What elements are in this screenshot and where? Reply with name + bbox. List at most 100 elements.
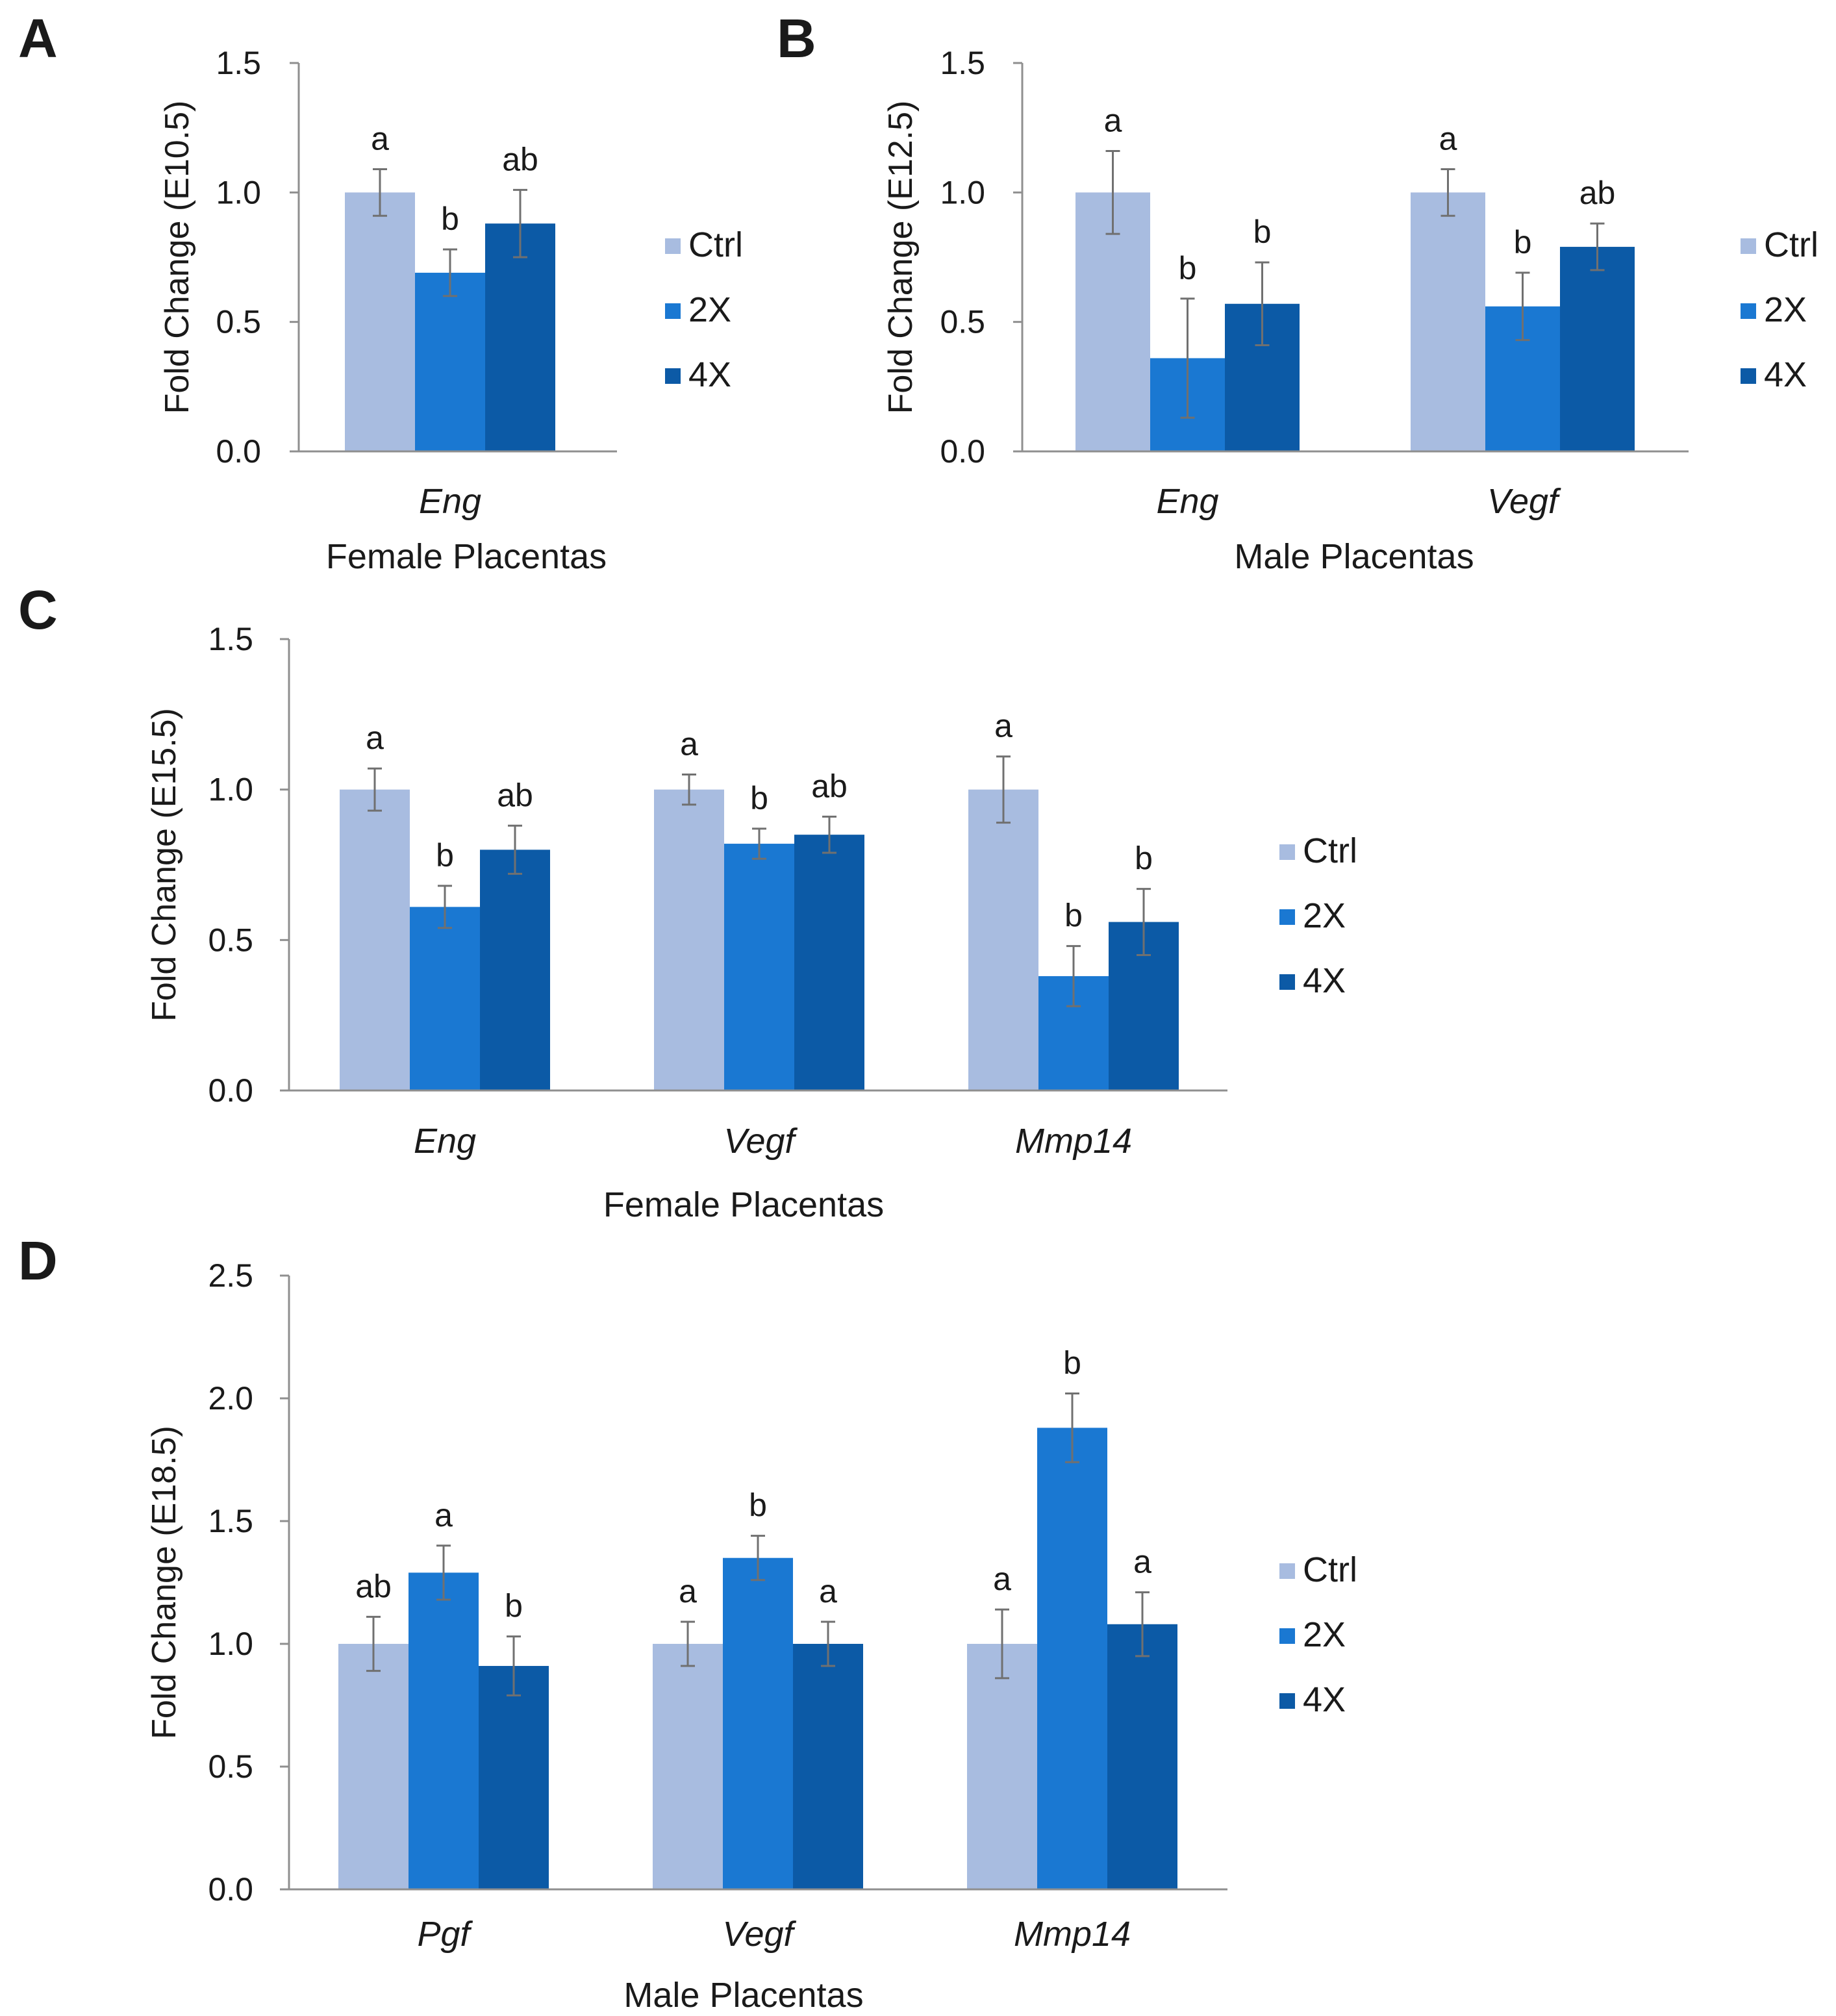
significance-label: a bbox=[994, 708, 1012, 744]
y-tick-label: 1.0 bbox=[208, 772, 253, 808]
legend-label: 4X bbox=[1764, 355, 1807, 394]
legend-swatch-2x bbox=[1279, 1628, 1295, 1644]
x-axis-title: Male Placentas bbox=[1234, 537, 1474, 576]
y-tick-label: 0.0 bbox=[208, 1072, 253, 1109]
significance-label: a bbox=[819, 1573, 837, 1609]
category-label: Mmp14 bbox=[1015, 1122, 1132, 1161]
significance-label: ab bbox=[811, 768, 848, 804]
category-label: Vegf bbox=[722, 1915, 796, 1954]
significance-label: a bbox=[1104, 103, 1122, 139]
legend-swatch-2x bbox=[1279, 909, 1295, 925]
legend-swatch-4x bbox=[1279, 974, 1295, 990]
category-label: Eng bbox=[1156, 482, 1218, 521]
significance-label: b bbox=[1514, 224, 1532, 260]
significance-label: a bbox=[366, 720, 384, 756]
legend-label: 4X bbox=[1303, 961, 1346, 1000]
significance-label: a bbox=[1133, 1544, 1151, 1580]
bar-ctrl bbox=[338, 1644, 409, 1889]
significance-label: b bbox=[505, 1588, 523, 1624]
legend-label: Ctrl bbox=[1303, 831, 1357, 870]
y-tick-label: 0.5 bbox=[208, 1748, 253, 1785]
bar-ctrl bbox=[653, 1644, 723, 1889]
bar-2x bbox=[1037, 1428, 1107, 1889]
panel-letter: A bbox=[18, 8, 58, 69]
legend-label: Ctrl bbox=[1764, 225, 1818, 264]
bar-ctrl bbox=[654, 789, 724, 1090]
significance-label: ab bbox=[497, 777, 533, 813]
legend-swatch-2x bbox=[1741, 303, 1756, 319]
legend-swatch-4x bbox=[1279, 1693, 1295, 1709]
x-axis-title: Male Placentas bbox=[623, 1976, 863, 2015]
y-axis-title: Fold Change (E18.5) bbox=[145, 1426, 183, 1739]
legend-swatch-4x bbox=[665, 368, 681, 384]
bar-ctrl bbox=[1075, 192, 1150, 451]
legend-swatch-4x bbox=[1741, 368, 1756, 384]
panel-letter: D bbox=[18, 1230, 58, 1291]
bar-ctrl bbox=[968, 789, 1038, 1090]
category-label: Mmp14 bbox=[1014, 1915, 1131, 1954]
significance-label: a bbox=[993, 1561, 1011, 1597]
legend-label: Ctrl bbox=[688, 225, 743, 264]
y-tick-label: 1.5 bbox=[208, 621, 253, 657]
y-tick-label: 0.0 bbox=[216, 433, 261, 470]
legend-swatch-ctrl bbox=[1279, 844, 1295, 860]
x-axis-title: Female Placentas bbox=[603, 1185, 884, 1224]
legend-label: 2X bbox=[1303, 1615, 1346, 1654]
bar-2x bbox=[415, 272, 485, 451]
legend-label: 2X bbox=[688, 290, 731, 329]
bar-4x bbox=[794, 835, 864, 1090]
y-tick-label: 1.5 bbox=[940, 45, 985, 81]
legend-label: 2X bbox=[1764, 290, 1807, 329]
significance-label: b bbox=[1063, 1344, 1081, 1381]
x-axis-title: Female Placentas bbox=[326, 537, 607, 576]
significance-label: a bbox=[434, 1497, 453, 1533]
category-label: Vegf bbox=[1487, 482, 1561, 521]
significance-label: b bbox=[1135, 840, 1153, 877]
significance-label: b bbox=[1064, 898, 1083, 934]
bar-2x bbox=[724, 844, 794, 1090]
bar-4x bbox=[1560, 247, 1635, 451]
significance-label: b bbox=[441, 201, 459, 237]
y-tick-label: 0.0 bbox=[940, 433, 985, 470]
significance-label: a bbox=[680, 726, 698, 762]
category-label: Eng bbox=[419, 482, 481, 521]
y-axis-title: Fold Change (E12.5) bbox=[882, 101, 920, 414]
significance-label: ab bbox=[355, 1568, 392, 1604]
significance-label: ab bbox=[1579, 175, 1616, 211]
legend-swatch-2x bbox=[665, 303, 681, 319]
legend-swatch-ctrl bbox=[1279, 1563, 1295, 1579]
significance-label: b bbox=[1179, 250, 1197, 286]
y-tick-label: 1.0 bbox=[216, 174, 261, 210]
significance-label: b bbox=[749, 1487, 767, 1524]
significance-label: ab bbox=[502, 141, 538, 177]
bar-4x bbox=[1107, 1624, 1177, 1889]
y-tick-label: 1.5 bbox=[216, 45, 261, 81]
bar-4x bbox=[480, 850, 550, 1090]
legend-label: 4X bbox=[1303, 1680, 1346, 1719]
y-tick-label: 1.5 bbox=[208, 1503, 253, 1539]
significance-label: a bbox=[1439, 120, 1457, 157]
bar-2x bbox=[409, 1572, 479, 1889]
bar-ctrl bbox=[340, 789, 410, 1090]
y-tick-label: 0.5 bbox=[208, 922, 253, 958]
bar-2x bbox=[723, 1557, 793, 1889]
legend-swatch-ctrl bbox=[665, 238, 681, 254]
bar-ctrl bbox=[1411, 192, 1485, 451]
legend-label: Ctrl bbox=[1303, 1550, 1357, 1589]
significance-label: a bbox=[371, 120, 389, 157]
significance-label: b bbox=[1253, 214, 1272, 250]
category-label: Eng bbox=[414, 1122, 476, 1161]
y-axis-title: Fold Change (E15.5) bbox=[145, 708, 183, 1022]
bar-ctrl bbox=[967, 1644, 1037, 1889]
y-tick-label: 1.0 bbox=[940, 174, 985, 210]
y-tick-label: 2.0 bbox=[208, 1380, 253, 1417]
legend-swatch-ctrl bbox=[1741, 238, 1756, 254]
y-axis-title: Fold Change (E10.5) bbox=[158, 101, 196, 414]
panel-letter: B bbox=[777, 8, 816, 69]
bar-4x bbox=[793, 1644, 863, 1889]
y-tick-label: 2.5 bbox=[208, 1257, 253, 1294]
